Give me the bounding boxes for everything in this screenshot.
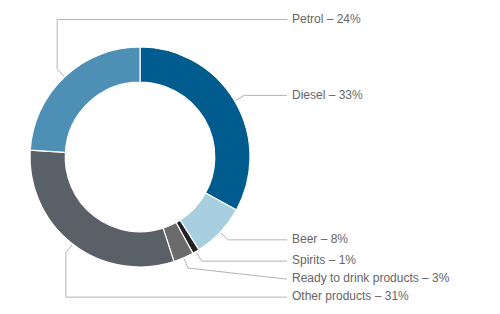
data-label: Ready to drink products – 3% bbox=[292, 271, 450, 285]
donut-chart: Diesel – 33% Beer – 8% Spirits – 1% Ready t… bbox=[0, 0, 500, 314]
donut-slice bbox=[30, 47, 140, 152]
leader-line bbox=[197, 253, 287, 262]
data-label: Diesel – 33% bbox=[292, 88, 363, 102]
slices bbox=[30, 47, 250, 267]
leader-lines bbox=[57, 20, 287, 298]
leader-line bbox=[57, 20, 287, 77]
data-label: Spirits – 1% bbox=[292, 253, 356, 267]
labels: Diesel – 33% Beer – 8% Spirits – 1% Ready t… bbox=[292, 12, 450, 304]
donut-slice bbox=[140, 47, 250, 210]
data-label: Petrol – 24% bbox=[292, 12, 361, 26]
leader-line bbox=[184, 259, 287, 279]
leader-line bbox=[236, 95, 287, 100]
data-label: Other products – 31% bbox=[292, 289, 409, 303]
data-label: Beer – 8% bbox=[292, 232, 348, 246]
chart-container: Diesel – 33% Beer – 8% Spirits – 1% Ready t… bbox=[0, 0, 500, 314]
leader-line bbox=[66, 245, 287, 297]
donut-slice bbox=[30, 150, 174, 267]
leader-line bbox=[221, 233, 287, 240]
